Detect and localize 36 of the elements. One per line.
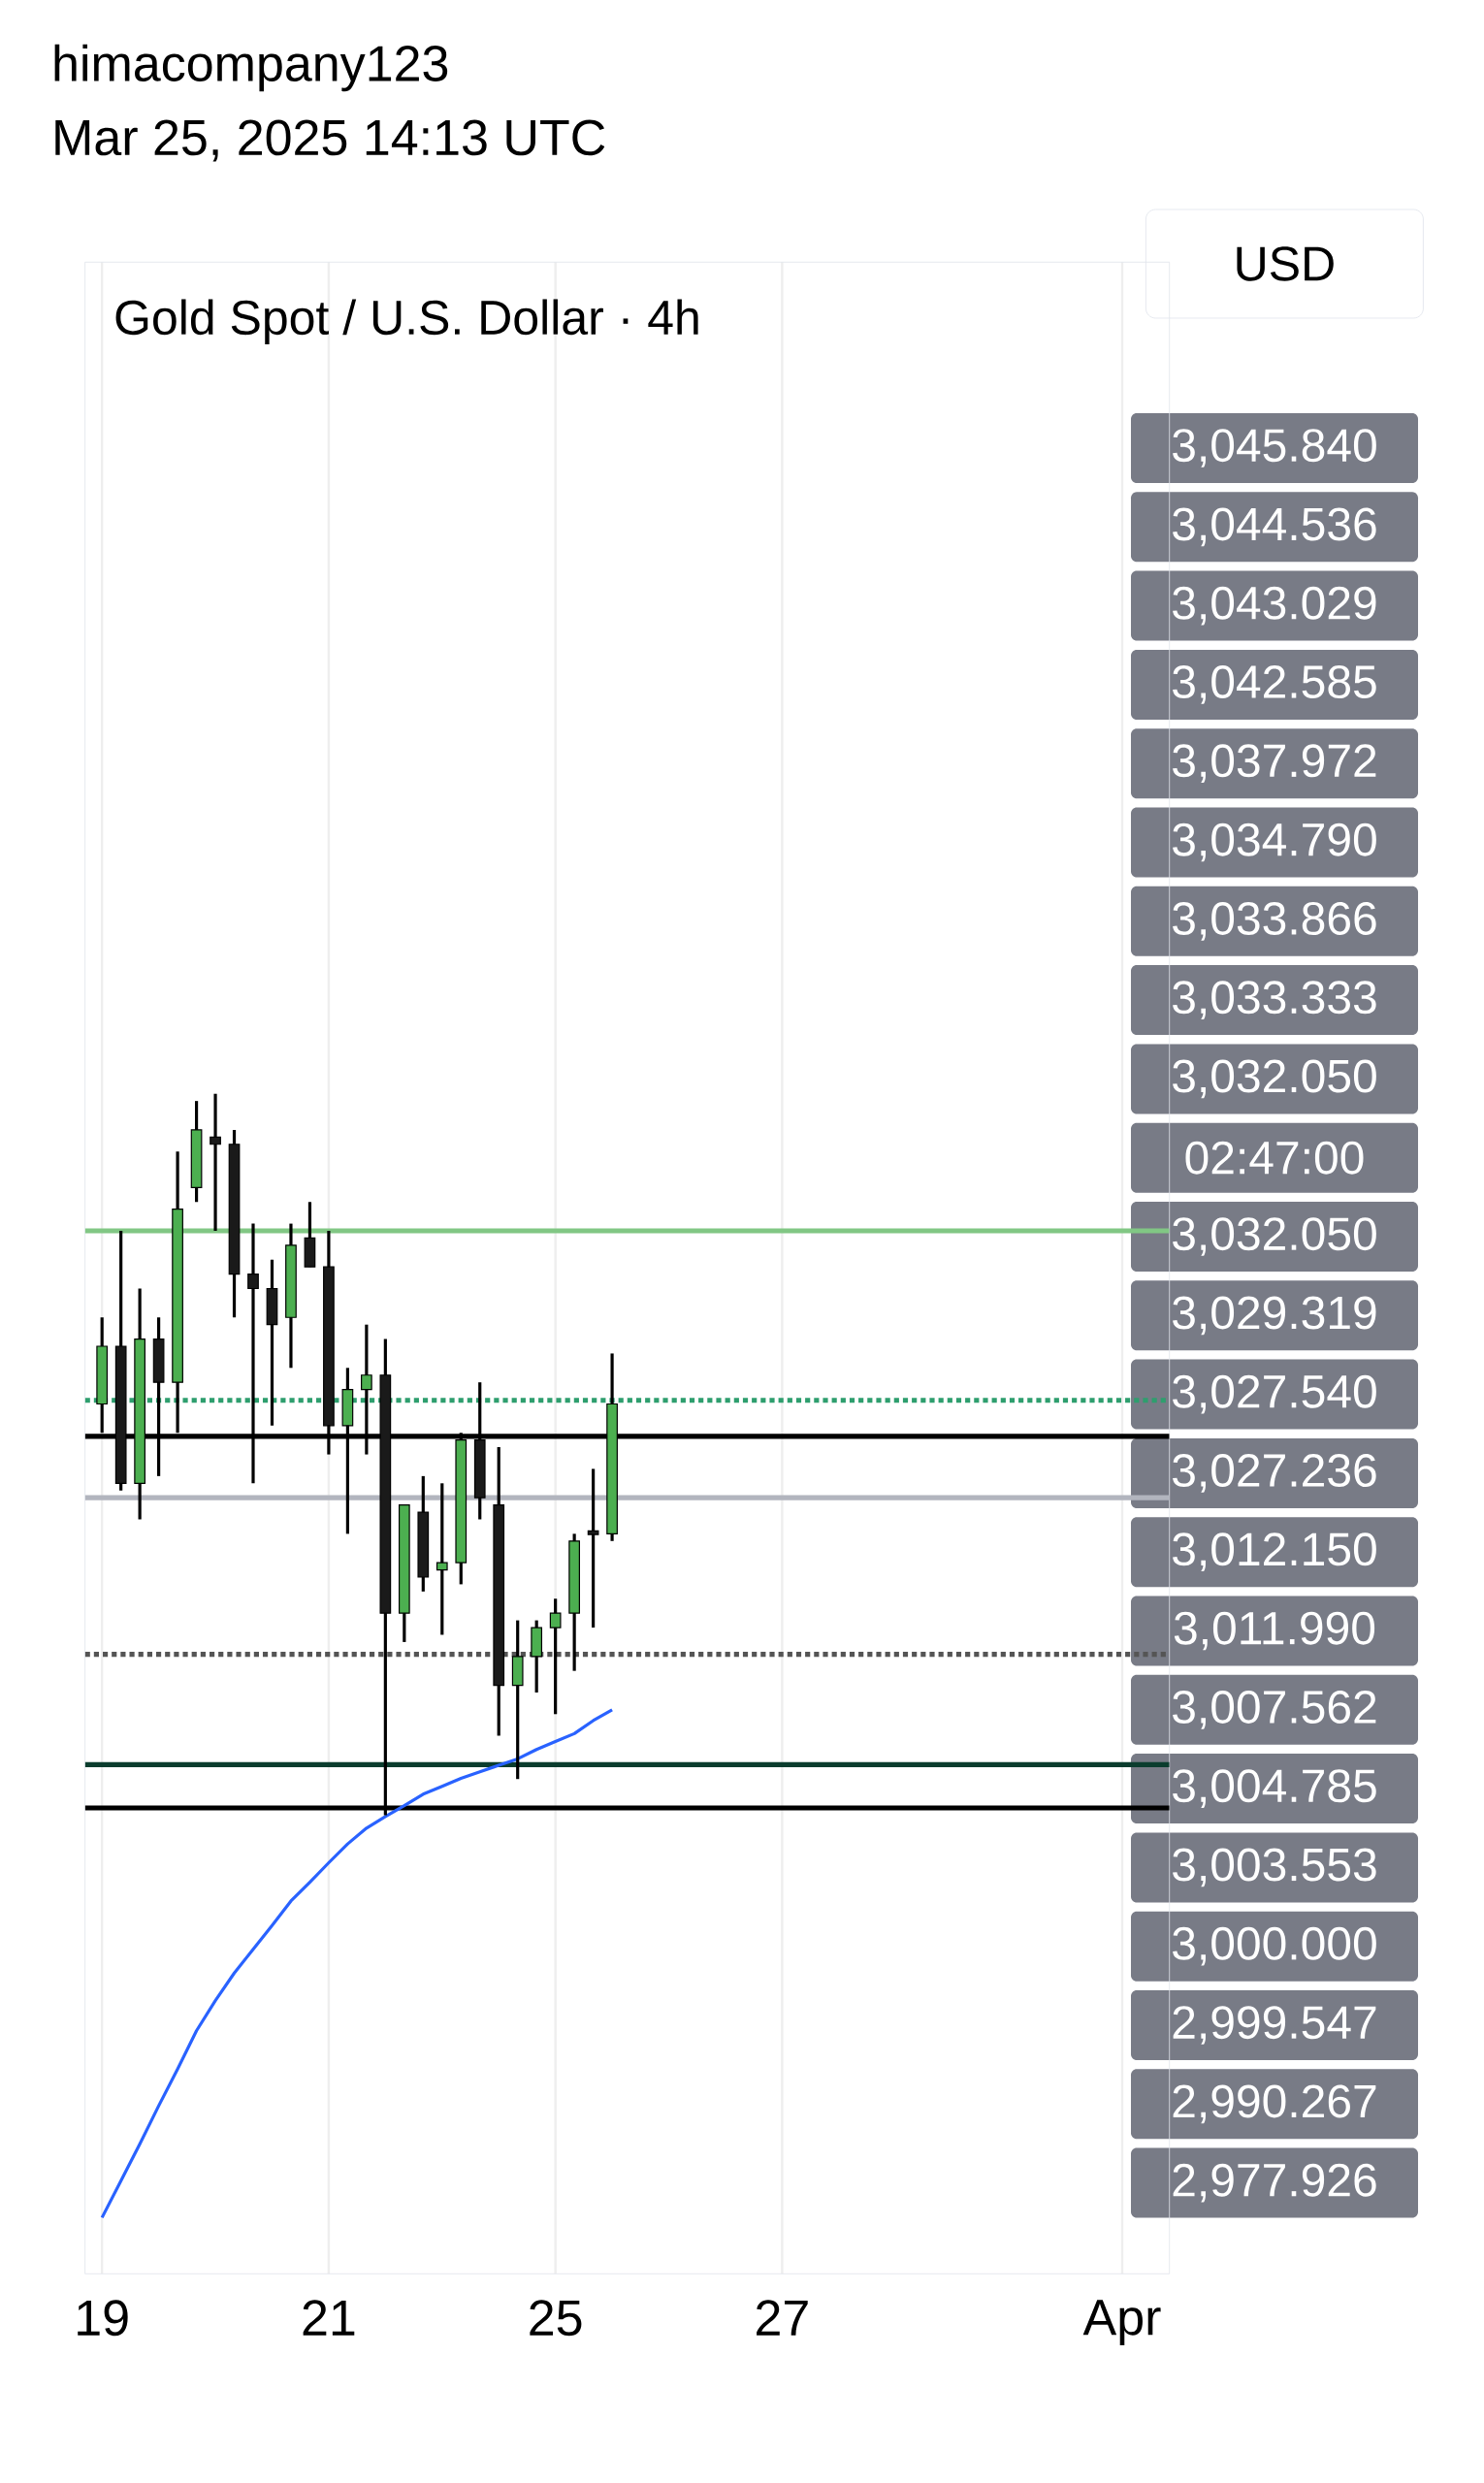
text: 02:47:00 <box>1185 1141 1364 1175</box>
x-tick-label: Apr <box>1082 2300 1161 2345</box>
text: 3,042.585 <box>1173 665 1376 704</box>
text: 2,977.926 <box>1173 2163 1376 2203</box>
text: 3,034.790 <box>1173 822 1376 862</box>
chart-title: Gold Spot / U.S. Dollar · 4h <box>115 299 698 345</box>
text: 2,999.547 <box>1173 2006 1376 2045</box>
text: 3,045.840 <box>1173 429 1376 468</box>
text: 3,027.236 <box>1173 1454 1376 1493</box>
text: 3,007.562 <box>1173 1690 1376 1729</box>
x-tick-label: 21 <box>303 2300 355 2336</box>
text: himacompany123 <box>54 44 448 92</box>
x-tick-label: 27 <box>757 2300 808 2336</box>
text: Mar 25, 2025 14:13 UTC <box>55 119 605 162</box>
text: 3,029.319 <box>1173 1296 1376 1336</box>
text: 2,990.267 <box>1173 2084 1376 2124</box>
text: 3,033.333 <box>1173 981 1376 1019</box>
x-tick-label: 19 <box>78 2300 128 2337</box>
text: 3,000.000 <box>1173 1926 1376 1966</box>
text: 3,044.536 <box>1173 507 1376 547</box>
text: 3,003.553 <box>1173 1848 1376 1887</box>
text: 3,027.540 <box>1173 1374 1376 1414</box>
text: 3,032.050 <box>1173 1059 1376 1099</box>
candlestick <box>549 1598 562 1715</box>
candlestick <box>210 1093 221 1232</box>
text: 3,033.866 <box>1173 901 1376 941</box>
candlestick <box>587 1468 599 1629</box>
text: 3,004.785 <box>1173 1769 1376 1808</box>
candlestick <box>436 1483 448 1635</box>
text: 3,012.150 <box>1173 1532 1376 1572</box>
text: USD <box>1237 246 1334 281</box>
text: 3,032.050 <box>1173 1217 1376 1256</box>
x-tick-label: 25 <box>530 2300 582 2337</box>
text: 3,043.029 <box>1173 586 1376 626</box>
text: 3,011.990 <box>1174 1611 1375 1651</box>
text: 3,037.972 <box>1173 744 1376 784</box>
